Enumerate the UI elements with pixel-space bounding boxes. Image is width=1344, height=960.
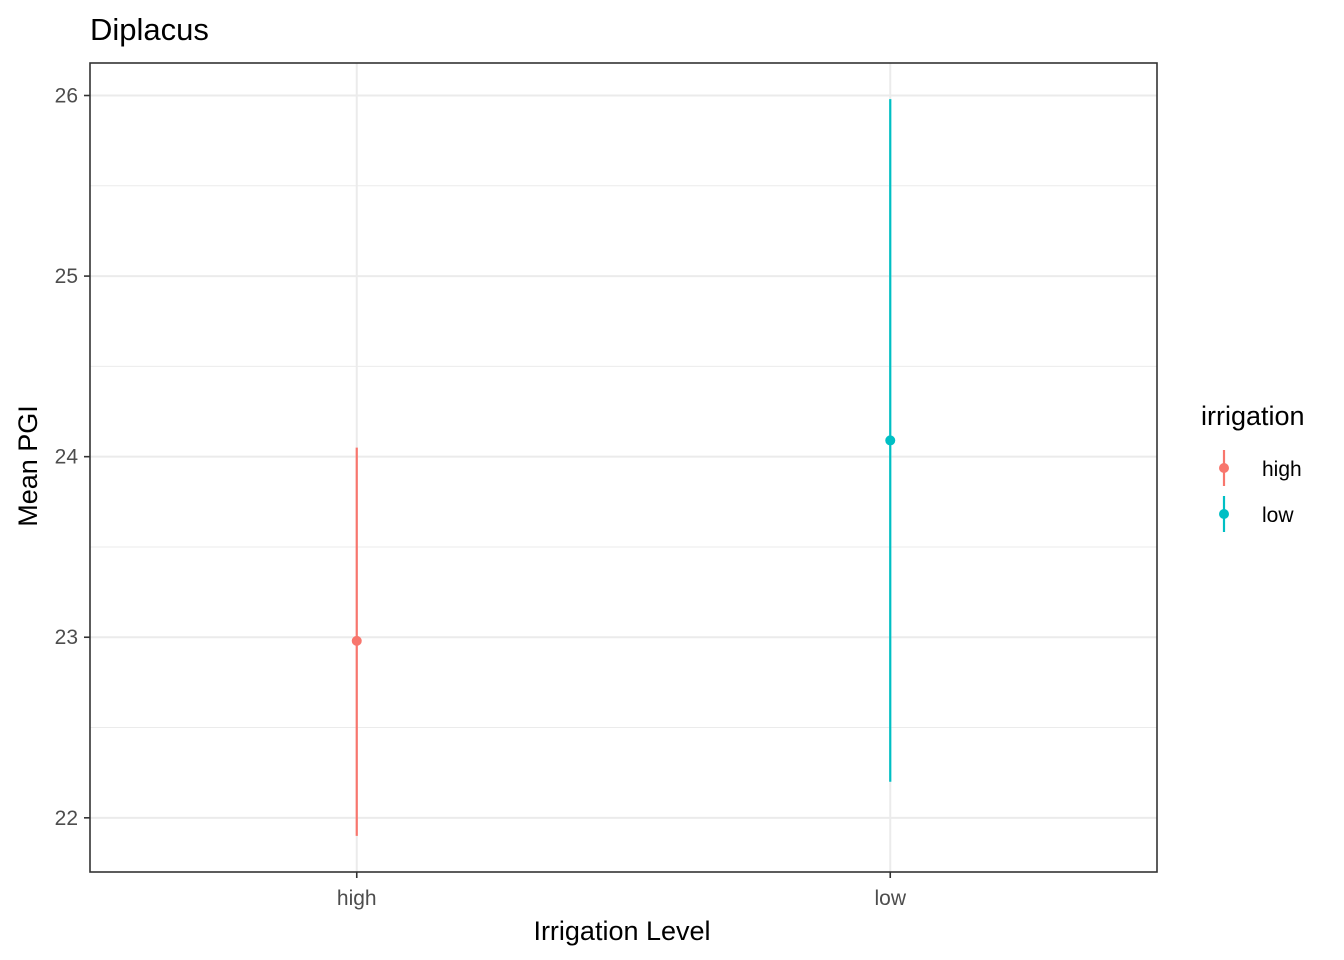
x-axis: high low	[337, 872, 907, 910]
plot-panel	[89, 62, 1158, 873]
legend-label-low: low	[1262, 504, 1294, 527]
y-tick-label: 23	[55, 626, 78, 649]
x-axis-title: Irrigation Level	[533, 916, 710, 946]
y-axis: 22 23 24 25 26	[55, 85, 90, 830]
mean-point-high	[351, 635, 362, 646]
panel-border	[89, 62, 1158, 873]
y-tick-label: 22	[55, 807, 78, 830]
x-tick-label: high	[337, 887, 377, 910]
y-tick-label: 26	[55, 85, 78, 108]
legend-key-point-high	[1219, 463, 1229, 473]
legend: irrigation high low	[1201, 401, 1305, 532]
legend-label-high: high	[1262, 458, 1302, 481]
legend-key-point-low	[1219, 509, 1229, 519]
x-tick-label: low	[874, 887, 906, 910]
y-tick-label: 24	[55, 446, 79, 469]
error-bars	[351, 99, 896, 836]
y-axis-title: Mean PGI	[13, 405, 43, 527]
legend-title: irrigation	[1201, 401, 1305, 431]
y-tick-label: 25	[55, 265, 78, 288]
mean-point-low	[885, 435, 896, 446]
chart-title: Diplacus	[90, 12, 209, 47]
